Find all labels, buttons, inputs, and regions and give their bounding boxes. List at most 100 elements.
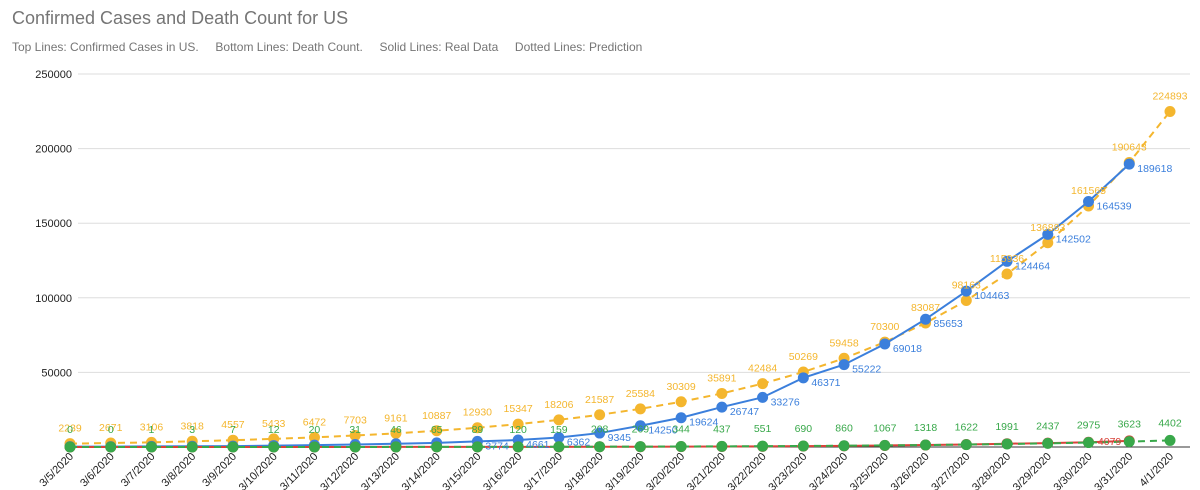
data-label: 2239 (58, 423, 82, 435)
data-label: 860 (835, 423, 853, 435)
x-tick-label: 3/12/2020 (318, 451, 361, 490)
chart-title: Confirmed Cases and Death Count for US (12, 8, 348, 28)
x-tick-label: 3/30/2020 (1052, 451, 1095, 490)
data-point (594, 409, 606, 421)
data-label: 1318 (914, 422, 938, 434)
x-tick-label: 3/17/2020 (522, 451, 565, 490)
x-tick-label: 3/31/2020 (1092, 451, 1135, 490)
data-label: 1067 (873, 422, 897, 434)
data-point (879, 439, 891, 451)
x-tick-label: 3/11/2020 (278, 451, 321, 490)
x-tick-label: 3/15/2020 (440, 451, 483, 490)
y-tick-label: 150000 (35, 218, 72, 230)
data-label: 70300 (870, 321, 899, 333)
x-tick-label: 3/26/2020 (889, 451, 932, 490)
data-point (634, 403, 646, 415)
x-tick-label: 3/27/2020 (929, 451, 972, 490)
data-point (1042, 237, 1054, 249)
data-label: 55222 (852, 364, 881, 376)
data-point (594, 427, 606, 439)
data-point (471, 422, 483, 434)
data-label: 344 (672, 423, 690, 435)
data-label: 3 (189, 424, 195, 436)
data-label: 69018 (893, 343, 922, 355)
x-tick-label: 3/21/2020 (685, 451, 728, 490)
data-label: 224893 (1152, 90, 1187, 102)
data-point (757, 391, 769, 403)
data-label: 2671 (99, 422, 123, 434)
x-tick-label: 3/16/2020 (481, 451, 524, 490)
data-label: 14250 (648, 425, 677, 437)
data-point (757, 378, 769, 390)
data-label: 46371 (811, 377, 840, 389)
y-tick-label: 100000 (35, 293, 72, 305)
data-point (594, 441, 606, 453)
data-label: 12 (268, 424, 280, 436)
data-label: 83087 (911, 302, 940, 314)
data-label: 2437 (1036, 420, 1060, 432)
x-tick-label: 3/29/2020 (1011, 451, 1054, 490)
x-tick-label: 3/19/2020 (603, 451, 646, 490)
x-tick-label: 3/8/2020 (160, 451, 199, 490)
data-point (390, 441, 402, 453)
x-tick-label: 3/10/2020 (237, 451, 280, 490)
data-point (675, 396, 687, 408)
data-label: 9161 (384, 412, 408, 424)
data-label: 46 (390, 424, 402, 436)
data-point (879, 338, 891, 350)
data-point (634, 441, 646, 453)
y-tick-label: 250000 (35, 69, 72, 81)
data-label: 85653 (934, 318, 963, 330)
data-point (227, 441, 239, 453)
data-label: 21587 (585, 394, 614, 406)
data-label: 7703 (344, 415, 368, 427)
data-label: 6362 (567, 437, 591, 449)
data-label: 0 (67, 424, 73, 436)
data-point (960, 285, 972, 297)
data-label: 35891 (707, 372, 736, 384)
x-tick-label: 3/18/2020 (563, 451, 606, 490)
data-label: 10887 (422, 410, 451, 422)
series-line (69, 110, 1171, 445)
data-label: 65 (431, 424, 443, 436)
data-point (1123, 436, 1135, 448)
data-label: 18206 (544, 399, 573, 411)
data-label: 89 (472, 424, 484, 436)
data-point (553, 441, 565, 453)
data-point (716, 401, 728, 413)
data-point (1042, 228, 1054, 240)
data-label: 4402 (1158, 417, 1182, 429)
x-tick-label: 3/28/2020 (970, 451, 1013, 490)
data-label: 551 (754, 423, 772, 435)
x-tick-label: 4/1/2020 (1137, 451, 1176, 490)
data-label: 30309 (667, 381, 696, 393)
data-point (1001, 255, 1013, 267)
data-label: 25584 (626, 388, 655, 400)
data-label: 161565 (1071, 185, 1106, 197)
data-label: 20 (309, 424, 321, 436)
data-point (308, 441, 320, 453)
data-label: 269 (632, 424, 650, 436)
data-label: 3774 (485, 440, 509, 452)
data-label: 690 (795, 423, 813, 435)
data-label: 9345 (608, 432, 632, 444)
data-label: 98163 (952, 280, 981, 292)
data-label: 3623 (1118, 419, 1142, 431)
data-point (797, 440, 809, 452)
data-label: 190643 (1112, 142, 1147, 154)
data-label: 136883 (1030, 222, 1065, 234)
data-point (960, 295, 972, 307)
x-tick-label: 3/14/2020 (400, 451, 443, 490)
data-point (960, 439, 972, 451)
data-point (268, 441, 280, 453)
data-point (716, 387, 728, 399)
x-tick-label: 3/5/2020 (37, 451, 76, 490)
data-label: 33276 (771, 396, 800, 408)
data-point (1083, 437, 1095, 449)
y-tick-label: 200000 (35, 144, 72, 156)
data-label: 115936 (990, 253, 1024, 265)
data-label: 189618 (1137, 163, 1172, 175)
data-point (634, 420, 646, 432)
data-label: 19624 (689, 417, 718, 429)
